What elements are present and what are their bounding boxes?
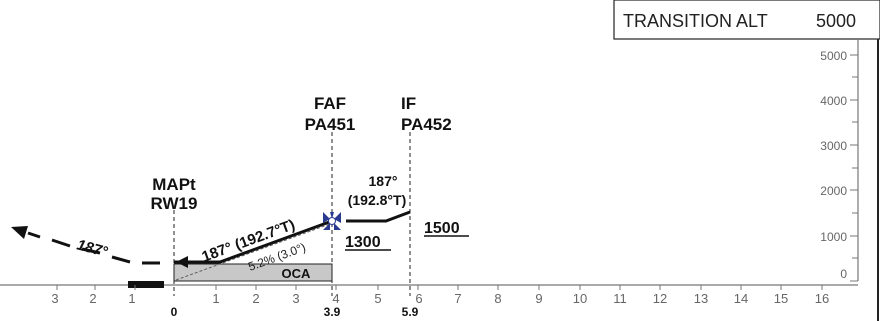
dist-marker-faf: 3.9 — [324, 305, 341, 319]
dist-tick-label: 2 — [89, 291, 96, 306]
dist-tick-label: 16 — [815, 291, 829, 306]
alt-tick-label: 1000 — [820, 230, 847, 244]
dist-tick-label: 3 — [51, 291, 58, 306]
dist-tick-label: 6 — [415, 291, 422, 306]
transition-alt-box: TRANSITION ALT 5000 — [613, 0, 880, 40]
missed-approach-arrow-icon — [11, 226, 28, 239]
final-approach-path — [174, 219, 333, 264]
dist-tick-label: 1 — [128, 291, 135, 306]
dist-tick-label: 13 — [694, 291, 708, 306]
dist-tick-label: 4 — [332, 291, 339, 306]
faf-name: FAF — [314, 94, 346, 113]
oca-label: OCA — [282, 266, 312, 281]
dist-tick-label: 5 — [374, 291, 381, 306]
dist-tick-label: 15 — [774, 291, 788, 306]
faf-id: PA451 — [305, 115, 356, 134]
faf-altitude-label: 1300 — [345, 234, 381, 251]
dist-tick-label: 11 — [613, 291, 627, 306]
dist-tick-label: 10 — [573, 291, 587, 306]
if-name: IF — [401, 94, 416, 113]
if-altitude-restriction: 1500 — [424, 220, 469, 237]
distance-scale: 3 2 1 1 2 3 4 5 6 7 8 9 10 11 12 13 14 1… — [0, 281, 858, 306]
alt-tick-label: 4000 — [820, 94, 847, 108]
alt-tick-label: 5000 — [820, 49, 847, 63]
if-track-true-label: (192.8°T) — [348, 192, 407, 208]
if-track-mag-label: 187° — [369, 173, 398, 189]
if-id: PA452 — [401, 115, 452, 134]
dist-marker-mapt: 0 — [171, 305, 178, 319]
dist-tick-label: 2 — [252, 291, 259, 306]
if-altitude-label: 1500 — [424, 220, 460, 237]
intermediate-segment-path — [346, 210, 411, 223]
alt-tick-label: 0 — [840, 267, 847, 281]
gradient-guide-line — [175, 223, 331, 281]
missed-track-label: 187° — [75, 236, 110, 261]
faf-altitude-restriction: 1300 — [345, 234, 391, 251]
dist-marker-if: 5.9 — [402, 305, 419, 319]
final-approach-arrowhead-icon — [176, 256, 188, 268]
oca-box: OCA — [173, 263, 333, 282]
dist-tick-label: 1 — [212, 291, 219, 306]
dist-tick-label: 9 — [535, 291, 542, 306]
alt-tick-label: 3000 — [820, 139, 847, 153]
transition-alt-value: 5000 — [816, 11, 856, 31]
alt-tick-label: 2000 — [820, 184, 847, 198]
dist-tick-label: 7 — [454, 291, 461, 306]
missed-approach-path — [11, 226, 160, 265]
runway-bar — [128, 281, 164, 288]
transition-alt-label: TRANSITION ALT — [623, 11, 768, 31]
dist-tick-label: 12 — [653, 291, 667, 306]
mapt-id: RW19 — [151, 194, 198, 213]
mapt-name: MAPt — [152, 175, 196, 194]
dist-tick-label: 14 — [734, 291, 748, 306]
dist-tick-label: 8 — [494, 291, 501, 306]
faf-fix-symbol-icon — [323, 212, 341, 230]
dist-tick-label: 3 — [292, 291, 299, 306]
altitude-scale: 0 1000 2000 3000 4000 5000 — [820, 40, 859, 282]
